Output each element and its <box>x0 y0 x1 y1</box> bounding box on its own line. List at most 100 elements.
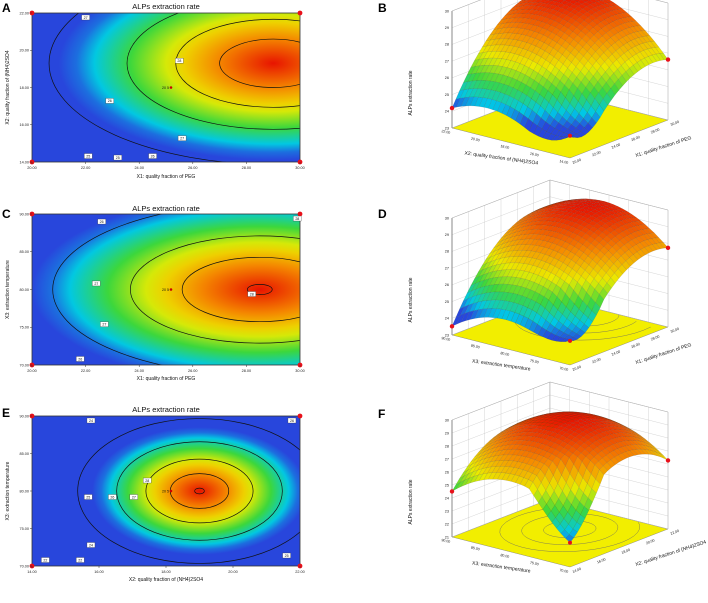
x-tick-label: 30.00 <box>295 369 305 373</box>
x-tick-label: 24.00 <box>134 369 144 373</box>
z-tick-label: 24 <box>445 496 449 500</box>
y-axis-label: X3: extraction temperature <box>5 461 11 520</box>
contour-label-box <box>175 58 184 64</box>
contour-label-box <box>92 280 101 287</box>
z-tick-label: 25 <box>445 300 449 304</box>
x-tick-label: 22.00 <box>591 150 601 157</box>
y-tick-label: 80.00 <box>500 351 510 357</box>
x-axis-label: X1: quality fraction of PEG <box>635 135 693 159</box>
center-point <box>169 288 173 291</box>
contour-label: 27 <box>84 16 88 20</box>
panel-letter-a: A <box>2 1 11 15</box>
contour-line <box>126 13 300 130</box>
z-tick-label: 28 <box>445 444 449 448</box>
y-tick-label: 70.00 <box>19 564 29 568</box>
response-surface <box>451 0 669 141</box>
contour-line <box>145 458 254 524</box>
heatmap <box>32 214 300 365</box>
x-axis-label: X1: quality fraction of PEG <box>137 174 196 180</box>
contour-line <box>247 284 273 295</box>
x-tick-label: 24.00 <box>611 350 621 357</box>
contour-line <box>130 235 300 344</box>
y-tick-label: 80.00 <box>500 553 510 559</box>
x-tick-label: 30.00 <box>670 120 680 127</box>
center-point-label: 20 5 <box>162 86 169 90</box>
z-tick-label: 23 <box>445 126 449 130</box>
heatmap <box>32 416 300 566</box>
y-tick-label: 75.00 <box>529 561 539 567</box>
contour-label-box <box>84 153 93 159</box>
y-tick-label: 85.00 <box>470 344 480 350</box>
contour-plot-area <box>32 416 300 566</box>
contour-label: 25 <box>285 554 289 558</box>
y-tick-label: 70.00 <box>19 363 29 367</box>
y-tick-label: 90.00 <box>441 336 451 342</box>
contour-panel-c: 20 5 26 26 27 27 28 28 20.00 22.00 24.00 26.00 28.0… <box>5 204 305 382</box>
x-tick-label: 22.00 <box>81 369 91 373</box>
y-tick-label: 85.00 <box>19 250 29 254</box>
z-tick-label: 25 <box>445 483 449 487</box>
contour-line <box>77 418 300 564</box>
contour-line <box>194 487 205 495</box>
z-tick-label: 29 <box>445 233 449 237</box>
y-tick-label: 75.00 <box>529 359 539 365</box>
surface-panel-b: 23 24 25 26 27 28 29 30 20.00 22.00 24.00 26.00 28.0… <box>408 0 692 167</box>
design-point <box>665 57 671 62</box>
y-tick-label: 70.00 <box>559 366 569 372</box>
z-tick-label: 30 <box>445 9 449 13</box>
y-tick-label: 85.00 <box>470 546 480 552</box>
z-tick-label: 30 <box>445 418 449 422</box>
contour-label: 26 <box>110 495 114 499</box>
y-tick-label: 90.00 <box>19 414 29 418</box>
y-tick-label: 18.00 <box>500 144 510 150</box>
contour-label-box <box>100 321 109 327</box>
contour-label: 27 <box>102 323 106 327</box>
z-tick-label: 26 <box>445 76 449 80</box>
z-tick-label: 27 <box>445 266 449 270</box>
panel-letter-f: F <box>378 407 385 421</box>
contour-label-box <box>293 215 302 222</box>
floor-contour <box>499 506 640 552</box>
y-tick-label: 20.00 <box>19 49 29 53</box>
contour-label: 22 <box>78 558 82 562</box>
x-tick-label: 30.00 <box>295 166 305 170</box>
x-tick-label: 28.00 <box>242 166 252 170</box>
contour-label-box <box>177 135 187 141</box>
z-tick-label: 29 <box>445 26 449 30</box>
contour-label: 26 <box>108 99 112 103</box>
z-tick-label: 26 <box>445 470 449 474</box>
x-tick-label: 16.00 <box>94 570 104 574</box>
z-tick-label: 28 <box>445 43 449 47</box>
contour-label-box <box>105 98 114 104</box>
contour-label-box <box>113 154 122 161</box>
x-tick-label: 22.00 <box>295 570 305 574</box>
x-tick-label: 26.00 <box>188 369 198 373</box>
heatmap <box>32 13 300 162</box>
contour-label-box <box>84 494 93 500</box>
contour-line <box>181 256 300 323</box>
contour-label-box <box>108 494 117 500</box>
y-tick-label: 22.00 <box>441 129 451 135</box>
x-tick-label: 24.00 <box>134 166 144 170</box>
y-tick-label: 80.00 <box>19 489 29 493</box>
x-tick-label: 14.00 <box>27 570 37 574</box>
panel-letter-d: D <box>378 207 387 221</box>
y-tick-label: 80.00 <box>19 288 29 292</box>
z-tick-label: 23 <box>445 509 449 513</box>
contour-line <box>219 38 300 88</box>
x-tick-label: 18.00 <box>621 548 631 555</box>
z-tick-label: 26 <box>445 283 449 287</box>
contour-label-box <box>86 542 96 548</box>
x-tick-label: 20.00 <box>228 570 238 574</box>
y-tick-label: 14.00 <box>559 159 569 165</box>
design-point <box>449 324 455 329</box>
z-tick-label: 30 <box>445 216 449 220</box>
design-point <box>665 245 671 251</box>
x-tick-label: 18.00 <box>161 570 171 574</box>
contour-label: 22 <box>43 558 47 562</box>
contour-label: 24 <box>89 543 93 547</box>
contour-label-box <box>129 494 138 500</box>
y-axis-label: X2: quality fraction of (NH4)2SO4 <box>464 150 539 166</box>
center-point-label: 20 5 <box>162 288 169 292</box>
